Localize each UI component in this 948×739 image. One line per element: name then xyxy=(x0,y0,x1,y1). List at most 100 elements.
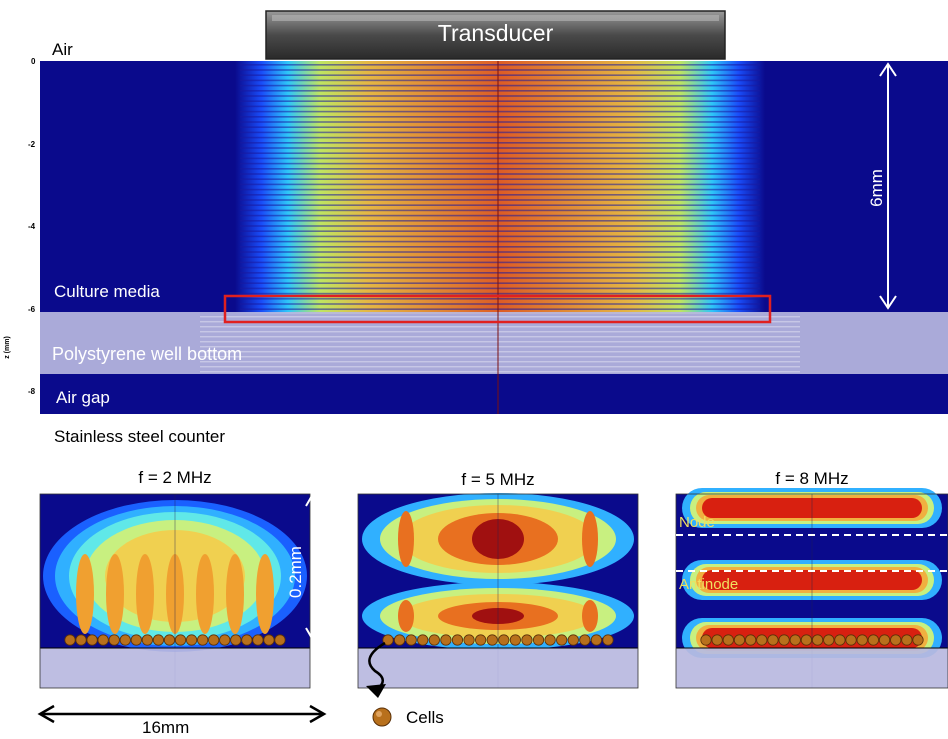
wave-stripe xyxy=(240,152,760,154)
contour-side xyxy=(398,600,414,632)
wave-stripe xyxy=(240,256,760,258)
panel-5mhz xyxy=(357,493,639,689)
air-gap-layer xyxy=(40,374,948,414)
poly-stripe xyxy=(200,326,800,328)
z-tick-8: -8 xyxy=(28,387,36,396)
wave-stripe xyxy=(240,220,760,222)
poly-stripe xyxy=(200,366,800,368)
contour-side xyxy=(582,511,598,567)
antinode-label: Antinode xyxy=(679,576,739,593)
polystyrene-label: Polystyrene well bottom xyxy=(52,344,243,364)
cell-marker xyxy=(602,634,614,646)
cell-marker xyxy=(590,634,603,646)
cell-marker xyxy=(867,634,879,646)
node-label: Node xyxy=(679,514,715,531)
wave-stripe xyxy=(240,100,760,102)
cell-marker xyxy=(97,634,109,646)
wave-stripe xyxy=(240,84,760,87)
panel-frame xyxy=(39,493,311,689)
cell-marker xyxy=(509,634,521,646)
wave-stripe xyxy=(240,126,760,128)
z-tick-4: -4 xyxy=(28,222,36,231)
dimension-02mm-arrow xyxy=(305,492,321,642)
cell-marker xyxy=(711,634,723,646)
cell-marker xyxy=(700,634,712,646)
wave-stripe xyxy=(240,157,760,160)
poly-stripe xyxy=(200,331,800,333)
cell-marker xyxy=(64,634,76,646)
panel-title-2mhz: f = 2 MHz xyxy=(138,468,212,487)
cell-marker xyxy=(197,634,209,646)
cell-marker xyxy=(428,634,440,646)
cell-marker xyxy=(219,634,231,646)
wave-stripe xyxy=(240,277,760,279)
cell-marker xyxy=(756,634,768,646)
wave-stripe xyxy=(240,292,760,295)
cell-marker xyxy=(141,634,153,646)
cell-marker xyxy=(823,634,835,646)
cell-marker xyxy=(393,634,406,646)
cell-marker xyxy=(521,634,533,646)
z-tick-0: 0 xyxy=(31,57,36,66)
wave-stripe xyxy=(240,194,760,196)
cell-marker xyxy=(567,634,579,646)
cell-marker xyxy=(475,634,487,646)
legend-cell-highlight xyxy=(376,711,382,717)
steel-label: Stainless steel counter xyxy=(54,427,226,446)
wave-stripe xyxy=(240,147,760,149)
contour-lobe xyxy=(256,554,274,634)
contour-lobe xyxy=(226,554,244,634)
wave-stripe xyxy=(240,173,760,175)
cell-marker xyxy=(230,634,242,646)
frequency-panels xyxy=(37,488,948,727)
wave-stripe xyxy=(240,136,760,139)
wave-stripe xyxy=(240,142,760,144)
wave-stripe xyxy=(240,272,760,274)
z-axis-label: z (mm) xyxy=(3,336,11,359)
wave-stripe xyxy=(240,178,760,180)
panel-frame xyxy=(357,493,639,689)
panel-2mhz xyxy=(39,493,311,689)
dimension-02mm-label: 0.2mm xyxy=(285,546,305,598)
wave-stripe xyxy=(240,209,760,212)
panel-polystyrene xyxy=(40,648,310,688)
cell-marker xyxy=(498,634,510,646)
cell-marker xyxy=(811,634,824,646)
wave-stripe xyxy=(240,214,760,217)
cell-marker xyxy=(890,634,902,646)
cell-marker xyxy=(382,634,394,646)
wave-stripe xyxy=(240,105,760,108)
cell-marker xyxy=(579,634,591,646)
panel-polystyrene xyxy=(358,648,638,688)
wave-stripe xyxy=(240,246,760,248)
cell-marker xyxy=(834,634,846,646)
contour-lobe xyxy=(76,554,94,634)
wave-stripe xyxy=(240,308,760,310)
wave-stripe xyxy=(240,266,760,269)
highlight-box xyxy=(223,294,772,324)
cell-marker xyxy=(845,634,857,646)
wave-stripe xyxy=(240,303,760,305)
cell-marker xyxy=(767,634,779,646)
dimension-6mm-arrow xyxy=(879,62,897,310)
cell-marker xyxy=(856,634,868,646)
cell-marker xyxy=(778,634,790,646)
panel-title-5mhz: f = 5 MHz xyxy=(461,470,535,489)
poly-stripe xyxy=(200,346,800,348)
contour-lobe xyxy=(196,554,214,634)
wave-stripe xyxy=(240,261,760,264)
cell-marker xyxy=(733,634,746,646)
cell-marker xyxy=(722,634,734,646)
panel-polystyrene xyxy=(676,648,948,688)
cell-marker xyxy=(912,634,924,646)
cell-marker xyxy=(86,634,98,646)
polystyrene-wave-stripes xyxy=(200,316,800,373)
cell-marker xyxy=(544,634,556,646)
panel-title-8mhz: f = 8 MHz xyxy=(775,469,849,488)
poly-stripe xyxy=(200,351,800,353)
cell-marker xyxy=(185,634,198,646)
wave-stripe xyxy=(240,131,760,134)
contour-side xyxy=(398,511,414,567)
wave-stripe xyxy=(240,110,760,113)
wave-stripe xyxy=(240,69,760,71)
